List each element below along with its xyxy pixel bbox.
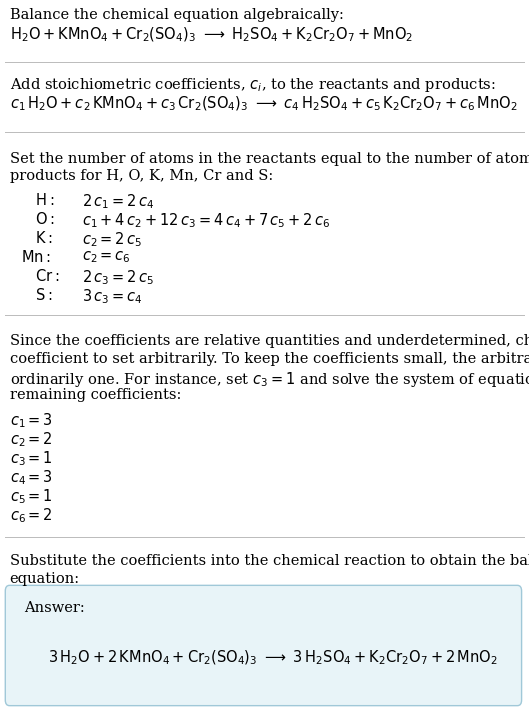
Text: $\quad\mathrm{K:}$: $\quad\mathrm{K:}$ xyxy=(21,230,53,246)
Text: $\quad\mathrm{S:}$: $\quad\mathrm{S:}$ xyxy=(21,287,53,303)
Text: coefficient to set arbitrarily. To keep the coefficients small, the arbitrary va: coefficient to set arbitrarily. To keep … xyxy=(10,352,529,366)
Text: $c_1\,\mathrm{H_2O} + c_2\,\mathrm{KMnO_4} + c_3\,\mathrm{Cr_2(SO_4)_3}$$\ \long: $c_1\,\mathrm{H_2O} + c_2\,\mathrm{KMnO_… xyxy=(10,95,517,113)
Text: equation:: equation: xyxy=(10,572,80,586)
Text: $c_1 + 4\,c_2 + 12\,c_3 = 4\,c_4 + 7\,c_5 + 2\,c_6$: $c_1 + 4\,c_2 + 12\,c_3 = 4\,c_4 + 7\,c_… xyxy=(82,211,331,230)
Text: Answer:: Answer: xyxy=(24,601,85,615)
Text: remaining coefficients:: remaining coefficients: xyxy=(10,388,181,402)
Text: $c_2 = c_6$: $c_2 = c_6$ xyxy=(82,249,131,264)
Text: Substitute the coefficients into the chemical reaction to obtain the balanced: Substitute the coefficients into the che… xyxy=(10,554,529,568)
Text: $c_1 = 3$: $c_1 = 3$ xyxy=(10,411,52,430)
Text: Since the coefficients are relative quantities and underdetermined, choose a: Since the coefficients are relative quan… xyxy=(10,334,529,348)
Text: ordinarily one. For instance, set $c_3 = 1$ and solve the system of equations fo: ordinarily one. For instance, set $c_3 =… xyxy=(10,370,529,389)
Text: $\mathrm{H_2O + KMnO_4 + Cr_2(SO_4)_3}$$\ \longrightarrow\ $$\mathrm{H_2SO_4 + K: $\mathrm{H_2O + KMnO_4 + Cr_2(SO_4)_3}$$… xyxy=(10,26,413,45)
Text: Add stoichiometric coefficients, $c_i$, to the reactants and products:: Add stoichiometric coefficients, $c_i$, … xyxy=(10,76,495,94)
Text: $c_2 = 2\,c_5$: $c_2 = 2\,c_5$ xyxy=(82,230,142,249)
Text: $c_3 = 1$: $c_3 = 1$ xyxy=(10,449,52,468)
Text: $c_4 = 3$: $c_4 = 3$ xyxy=(10,468,52,486)
Text: $\quad\mathrm{H:}$: $\quad\mathrm{H:}$ xyxy=(21,192,54,208)
Text: $3\,c_3 = c_4$: $3\,c_3 = c_4$ xyxy=(82,287,143,305)
Text: $3\,\mathrm{H_2O} + 2\,\mathrm{KMnO_4} + \mathrm{Cr_2(SO_4)_3}$$\ \longrightarro: $3\,\mathrm{H_2O} + 2\,\mathrm{KMnO_4} +… xyxy=(48,649,497,667)
FancyBboxPatch shape xyxy=(5,585,522,706)
Text: $\quad\mathrm{O:}$: $\quad\mathrm{O:}$ xyxy=(21,211,55,227)
Text: $c_5 = 1$: $c_5 = 1$ xyxy=(10,487,52,506)
Text: Set the number of atoms in the reactants equal to the number of atoms in the: Set the number of atoms in the reactants… xyxy=(10,152,529,166)
Text: $c_2 = 2$: $c_2 = 2$ xyxy=(10,430,52,449)
Text: $2\,c_1 = 2\,c_4$: $2\,c_1 = 2\,c_4$ xyxy=(82,192,154,211)
Text: $c_6 = 2$: $c_6 = 2$ xyxy=(10,506,52,525)
Text: $\quad\mathrm{Cr:}$: $\quad\mathrm{Cr:}$ xyxy=(21,268,60,284)
Text: products for H, O, K, Mn, Cr and S:: products for H, O, K, Mn, Cr and S: xyxy=(10,169,273,183)
Text: Balance the chemical equation algebraically:: Balance the chemical equation algebraica… xyxy=(10,8,343,22)
Text: $2\,c_3 = 2\,c_5$: $2\,c_3 = 2\,c_5$ xyxy=(82,268,154,287)
Text: $\mathrm{Mn:}$: $\mathrm{Mn:}$ xyxy=(21,249,51,265)
